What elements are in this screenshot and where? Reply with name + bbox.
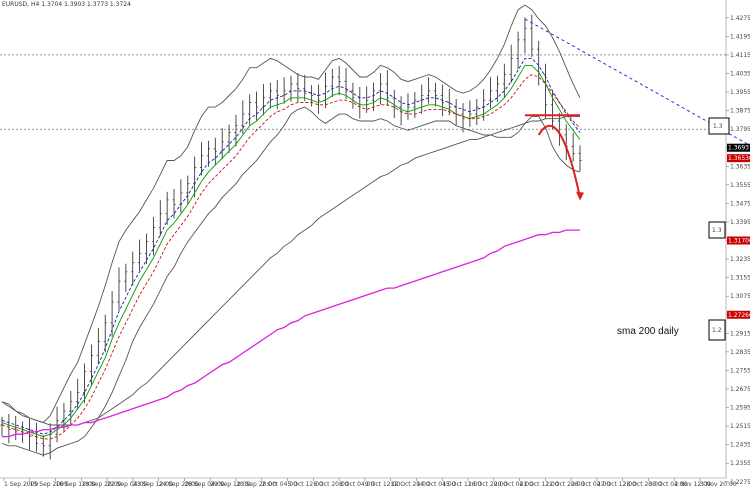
x-tick-label-4: 22 Sep 04:00 [107, 481, 147, 488]
x-tick-label-16: 14 Oct 04:00 [416, 481, 455, 488]
y-tick-label-2: 1.4115 [730, 52, 750, 59]
y-tick-label-1: 1.4195 [730, 33, 750, 40]
series-ma_slow [1, 74, 581, 440]
price-bars [0, 14, 582, 460]
price-tag-label-sma2: 1.27260 [728, 312, 750, 319]
y-tick-label-6: 1.3795 [730, 126, 750, 133]
y-tick-label-11: 1.3395 [730, 219, 750, 226]
x-tick-label-9: 30 Sep 20:00 [236, 481, 276, 488]
x-tick-label-20: 21 Oct 12:00 [520, 481, 559, 488]
level-box-1: 1.3 [708, 117, 730, 135]
price-tag-current [727, 143, 750, 152]
x-tick-label-21: 22 Oct 20:00 [545, 481, 584, 488]
x-tick-label-2: 16 Sep 12:00 [56, 481, 96, 488]
x-tick-label-3: 18 Sep 20:00 [81, 481, 121, 488]
price-tag-sma [727, 236, 750, 245]
svg-text:1.3: 1.3 [712, 227, 722, 234]
series-ma_mid [1, 64, 581, 438]
y-tick-label-17: 1.2915 [730, 330, 750, 337]
price-tag-label-sma: 1.31700 [728, 238, 750, 245]
x-tick-label-27: 3 Nov 20:00 [700, 481, 737, 488]
x-tick-label-6: 24 Sep 20:00 [159, 481, 199, 488]
forecast-arrow-head [576, 191, 584, 201]
x-tick-label-8: 29 Sep 12:00 [210, 481, 250, 488]
x-tick-label-5: 23 Sep 12:00 [133, 481, 173, 488]
y-tick-label-23: 1.2435 [730, 442, 750, 449]
y-tick-label-18: 1.2835 [730, 349, 750, 356]
y-tick-label-15: 1.3075 [730, 293, 750, 300]
symbol-header: EURUSD, H4 1.3704 1.3903 1.3773 1.3724 [2, 1, 131, 8]
trendline-drawing [524, 18, 750, 146]
y-tick-label-25: 1.2275 [730, 479, 750, 486]
sma-annotation: sma 200 daily [617, 326, 679, 337]
x-tick-label-19: 20 Oct 04:00 [494, 481, 533, 488]
x-tick-label-17: 15 Oct 12:00 [442, 481, 481, 488]
y-tick-label-4: 1.3955 [730, 89, 750, 96]
y-tick-label-13: 1.3235 [730, 256, 750, 263]
x-tick-label-24: 28 Oct 20:00 [623, 481, 662, 488]
x-tick-label-7: 28 Sep 04:00 [184, 481, 224, 488]
level-box-2: 1.3 [708, 221, 726, 239]
price-tag-label-current: 1.36937 [728, 145, 750, 152]
y-tick-label-20: 1.2675 [730, 386, 750, 393]
y-tick-label-14: 1.3155 [730, 275, 750, 282]
x-tick-label-26: 2 Nov 12:00 [674, 481, 711, 488]
x-tick-label-0: 1 Sep 2009 [4, 481, 38, 488]
price-tags: 1.36937 1.36530 1.31700 1.27260 [727, 143, 750, 319]
series-sma_grey [1, 115, 580, 426]
x-tick-label-10: 2 Oct 04:00 [262, 481, 297, 488]
x-tick-label-18: 16 Oct 20:00 [468, 481, 507, 488]
y-tick-label-3: 1.4035 [730, 70, 750, 77]
x-tick-label-12: 6 Oct 20:00 [313, 481, 348, 488]
y-tick-label-24: 1.2355 [730, 460, 750, 467]
x-tick-label-25: 30 Oct 04:00 [648, 481, 687, 488]
price-tag-sma2 [727, 310, 750, 319]
svg-text:1.2: 1.2 [712, 327, 722, 334]
y-tick-label-5: 1.3875 [730, 108, 750, 115]
user-drawings [524, 18, 750, 201]
y-tick-label-21: 1.2595 [730, 405, 750, 412]
level-box-3: 1.2 [708, 319, 726, 341]
series-sma200_daily [2, 229, 580, 438]
x-tick-label-13: 8 Oct 04:00 [339, 481, 374, 488]
x-tick-label-15: 12 Oct 20:00 [391, 481, 430, 488]
x-tick-label-14: 9 Oct 12:00 [365, 481, 400, 488]
y-tick-label-10: 1.3475 [730, 200, 750, 207]
x-tick-label-11: 5 Oct 12:00 [288, 481, 323, 488]
price-tag-bid [727, 154, 750, 163]
y-tick-label-8: 1.3635 [730, 163, 750, 170]
x-tick-label-1: 15 Sep 2009 [30, 481, 68, 488]
x-tick-label-22: 26 Oct 04:00 [571, 481, 610, 488]
series-bb_upper [1, 4, 581, 424]
y-tick-label-22: 1.2515 [730, 423, 750, 430]
y-tick-label-9: 1.3555 [730, 182, 750, 189]
svg-text:1.3: 1.3 [713, 123, 723, 130]
x-tick-label-23: 27 Oct 12:00 [597, 481, 636, 488]
price-tag-label-bid: 1.36530 [728, 155, 750, 162]
y-tick-label-0: 1.4275 [730, 15, 750, 22]
horizontal-levels [0, 54, 726, 130]
indicator-lines [1, 4, 581, 456]
y-tick-label-19: 1.2755 [730, 367, 750, 374]
forecast-arrow-drawing [537, 124, 581, 198]
series-ma_fast [1, 57, 581, 435]
